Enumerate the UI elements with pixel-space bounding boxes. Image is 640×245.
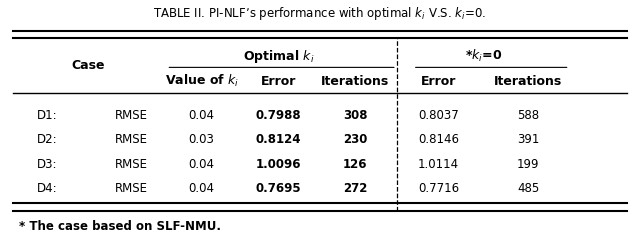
Text: D1:: D1:: [37, 109, 58, 122]
Text: RMSE: RMSE: [115, 109, 148, 122]
Text: Value of $k_i$: Value of $k_i$: [164, 73, 239, 89]
Text: Iterations: Iterations: [321, 75, 389, 88]
Text: 272: 272: [343, 182, 367, 195]
Text: 0.7695: 0.7695: [255, 182, 301, 195]
Text: Optimal $k_i$: Optimal $k_i$: [243, 48, 314, 65]
Text: RMSE: RMSE: [115, 133, 148, 146]
Text: 0.03: 0.03: [189, 133, 214, 146]
Text: 0.7988: 0.7988: [255, 109, 301, 122]
Text: * The case based on SLF-NMU.: * The case based on SLF-NMU.: [19, 220, 221, 233]
Text: 485: 485: [517, 182, 539, 195]
Text: 230: 230: [343, 133, 367, 146]
Text: 308: 308: [343, 109, 367, 122]
Text: RMSE: RMSE: [115, 158, 148, 171]
Text: D3:: D3:: [37, 158, 58, 171]
Text: 0.8146: 0.8146: [418, 133, 459, 146]
Text: 0.8124: 0.8124: [255, 133, 301, 146]
Text: 1.0096: 1.0096: [255, 158, 301, 171]
Text: D4:: D4:: [37, 182, 58, 195]
Text: 1.0114: 1.0114: [418, 158, 459, 171]
Text: D2:: D2:: [37, 133, 58, 146]
Text: 391: 391: [517, 133, 539, 146]
Text: Iterations: Iterations: [494, 75, 562, 88]
Text: 0.8037: 0.8037: [418, 109, 459, 122]
Text: *$k_i$=0: *$k_i$=0: [465, 48, 502, 64]
Text: 0.7716: 0.7716: [418, 182, 459, 195]
Text: 0.04: 0.04: [189, 182, 214, 195]
Text: TABLE II. PI-NLF’s performance with optimal $k_i$ V.S. $k_i$=0.: TABLE II. PI-NLF’s performance with opti…: [154, 5, 486, 22]
Text: 199: 199: [516, 158, 540, 171]
Text: 126: 126: [343, 158, 367, 171]
Text: 0.04: 0.04: [189, 109, 214, 122]
Text: Case: Case: [71, 59, 105, 72]
Text: Error: Error: [420, 75, 456, 88]
Text: 0.04: 0.04: [189, 158, 214, 171]
Text: 588: 588: [517, 109, 539, 122]
Text: Error: Error: [260, 75, 296, 88]
Text: RMSE: RMSE: [115, 182, 148, 195]
